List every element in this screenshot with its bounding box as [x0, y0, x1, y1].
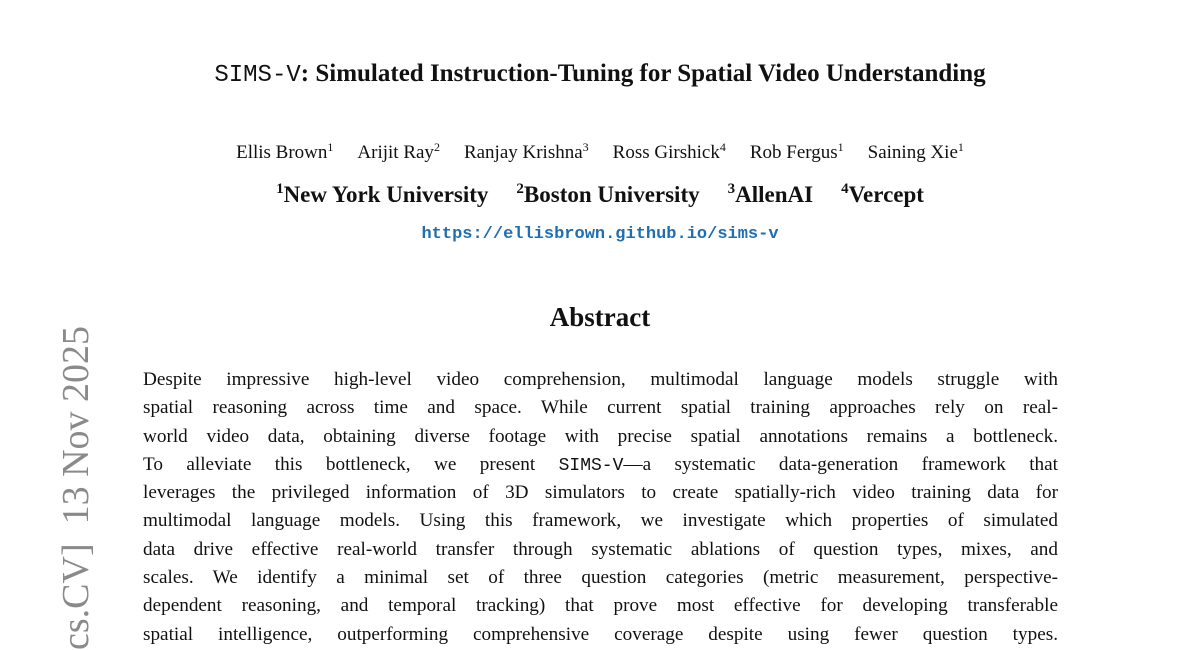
abstract-line: To alleviate this bottleneck, we present… — [143, 451, 1058, 479]
project-url[interactable]: https://ellisbrown.github.io/sims-v — [421, 225, 779, 244]
paper-title: SIMS-V: Simulated Instruction-Tuning for… — [0, 60, 1200, 89]
author-affil-index: 4 — [719, 140, 726, 154]
author-affil-index: 1 — [837, 140, 844, 154]
author: Ranjay Krishna3 — [463, 140, 589, 163]
abstract-text: To alleviate this bottleneck, we present — [143, 453, 559, 475]
author: Ellis Brown1 — [236, 140, 334, 163]
author-name: Arijit Ray — [357, 142, 434, 163]
author: Saining Xie1 — [867, 140, 964, 163]
abstract-line: leverages the privileged information of … — [143, 482, 1058, 504]
author-name: Rob Fergus — [749, 142, 838, 163]
author: Ross Girshick4 — [612, 140, 726, 163]
author-name: Ranjay Krishna — [463, 142, 583, 163]
affil-name: Vercept — [848, 182, 924, 207]
author-affil-index: 1 — [327, 140, 334, 154]
affiliation: 2Boston University — [516, 181, 700, 208]
abstract-line: spatial reasoning across time and space.… — [143, 397, 1058, 419]
affil-name: Boston University — [523, 182, 700, 207]
abstract-line: Despite impressive high-level video comp… — [143, 369, 1058, 390]
author: Arijit Ray2 — [357, 140, 440, 163]
author: Rob Fergus1 — [749, 140, 844, 163]
affiliation: 1New York University — [276, 181, 489, 208]
affiliation: 3AllenAI — [727, 181, 814, 208]
affil-name: New York University — [283, 182, 489, 207]
abstract-heading: Abstract — [549, 302, 651, 332]
abstract-body: Despite impressive high-level video comp… — [143, 366, 1058, 649]
author-name: Ellis Brown — [236, 142, 328, 163]
author-list: Ellis Brown1 Arijit Ray2 Ranjay Krishna3 Ro… — [0, 140, 1200, 164]
affil-index: 2 — [516, 181, 524, 197]
abstract-line: data drive effective real-world transfer… — [143, 538, 1058, 560]
abstract-line: scales. We identify a minimal set of thr… — [143, 567, 1058, 589]
affil-name: AllenAI — [735, 182, 814, 207]
abstract-line: multimodal language models. Using this f… — [143, 510, 1058, 532]
author-affil-index: 1 — [957, 140, 964, 154]
abstract-code: SIMS-V — [558, 455, 624, 476]
affil-index: 4 — [841, 181, 849, 197]
arxiv-stamp: cs.CV] 13 Nov 2025 — [55, 325, 97, 650]
affil-index: 1 — [276, 181, 284, 197]
affiliation: 4Vercept — [841, 181, 924, 208]
affiliation-list: 1New York University 2Boston University 3A… — [0, 182, 1200, 208]
author-name: Saining Xie — [867, 142, 958, 163]
affil-index: 3 — [727, 181, 736, 197]
title-code: SIMS-V — [214, 62, 301, 89]
author-name: Ross Girshick — [612, 142, 720, 163]
abstract-text: —a systematic data-generation framework … — [623, 453, 1058, 475]
title-text: : Simulated Instruction-Tuning for Spati… — [300, 60, 986, 87]
abstract-line: world video data, obtaining diverse foot… — [143, 425, 1058, 447]
author-affil-index: 3 — [582, 140, 589, 154]
author-affil-index: 2 — [433, 140, 440, 154]
abstract-line: spatial intelligence, outperforming comp… — [143, 623, 1058, 645]
abstract-line: dependent reasoning, and temporal tracki… — [143, 595, 1058, 617]
